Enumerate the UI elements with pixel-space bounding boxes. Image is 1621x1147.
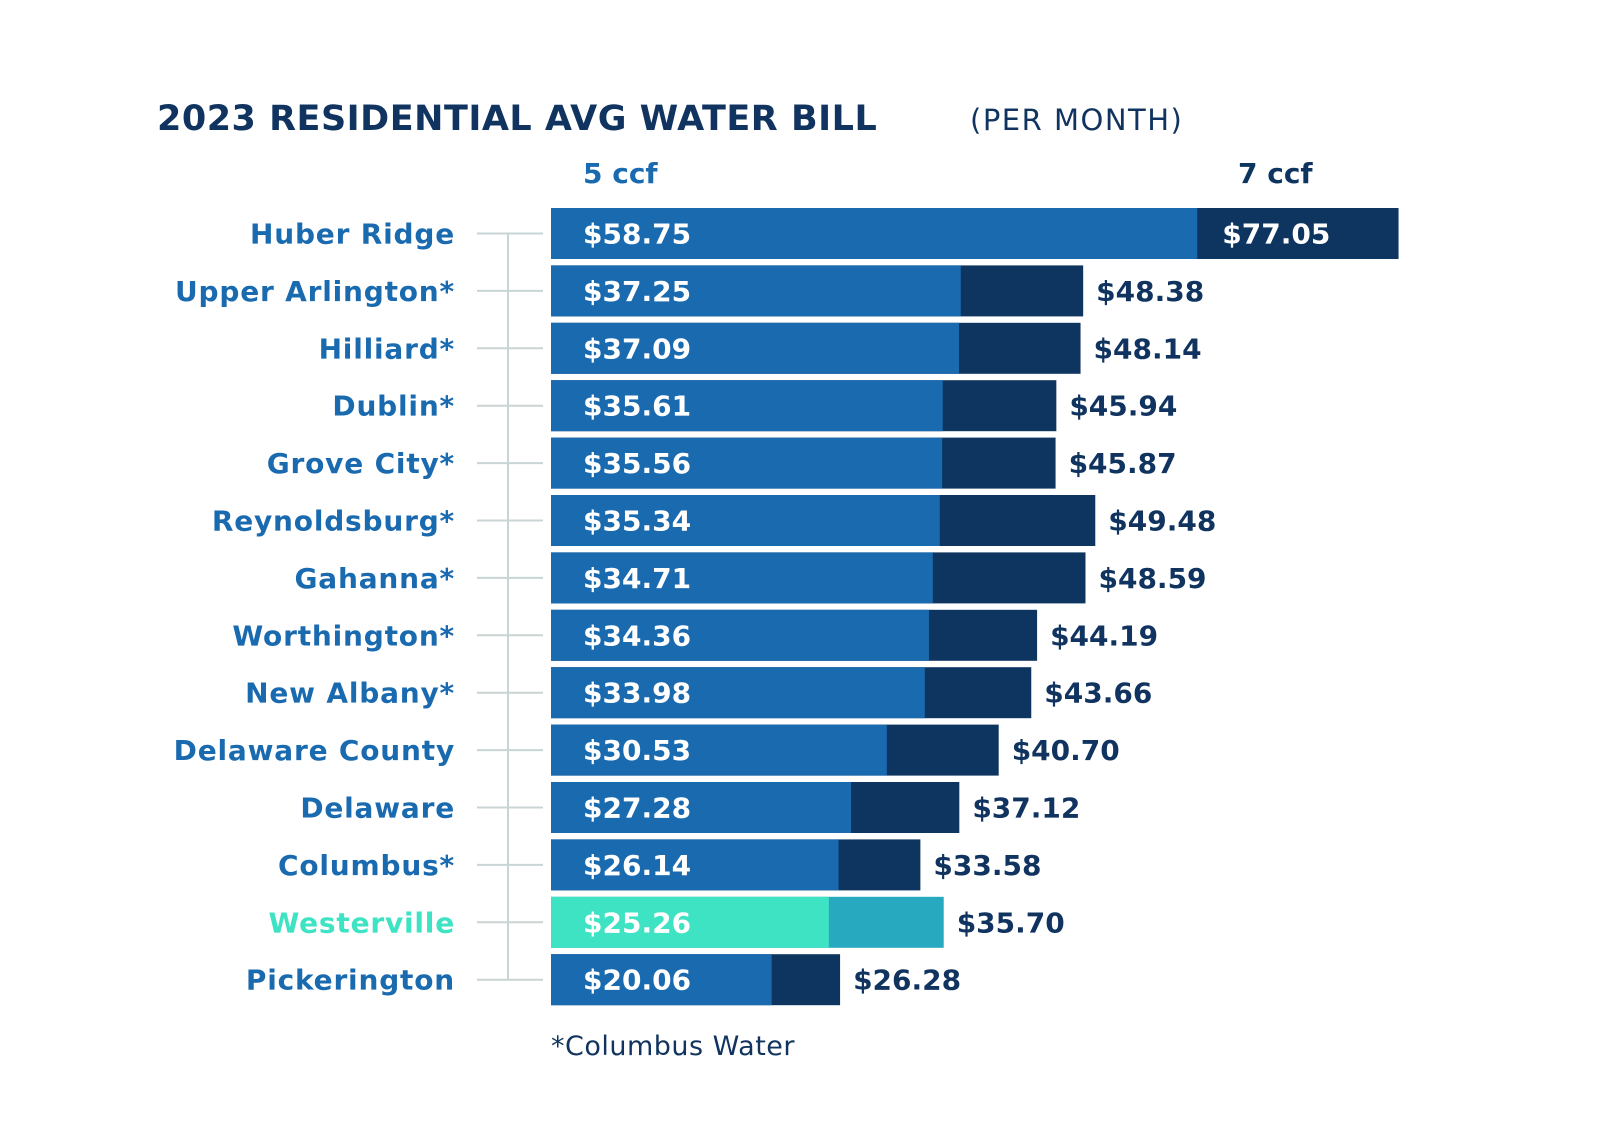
value-label-5-ccf: $26.14 bbox=[583, 849, 691, 882]
category-label: Delaware County bbox=[174, 734, 455, 767]
bar-5-ccf bbox=[551, 609, 929, 661]
chart-title: 2023 RESIDENTIAL AVG WATER BILL bbox=[157, 99, 877, 139]
value-label-5-ccf: $27.28 bbox=[583, 792, 691, 825]
bar-5-ccf bbox=[551, 208, 1198, 259]
bar-5-ccf bbox=[551, 839, 839, 891]
value-label-7-ccf: $48.59 bbox=[1098, 562, 1206, 595]
bar-5-ccf bbox=[551, 724, 887, 776]
category-label: Columbus* bbox=[278, 849, 455, 882]
value-label-5-ccf: $20.06 bbox=[583, 964, 691, 997]
value-label-5-ccf: $35.56 bbox=[583, 447, 691, 480]
category-label: Grove City* bbox=[267, 447, 455, 480]
series-label-5-ccf: 5 ccf bbox=[583, 157, 658, 190]
value-label-5-ccf: $30.53 bbox=[583, 734, 691, 767]
value-label-5-ccf: $37.09 bbox=[583, 332, 691, 365]
category-label: Westerville bbox=[268, 906, 455, 939]
value-label-5-ccf: $33.98 bbox=[583, 677, 691, 710]
category-label: New Albany* bbox=[245, 677, 455, 710]
value-label-5-ccf: $58.75 bbox=[583, 218, 691, 251]
value-label-5-ccf: $35.34 bbox=[583, 505, 691, 538]
bar-5-ccf bbox=[551, 782, 852, 833]
value-label-5-ccf: $34.71 bbox=[583, 562, 691, 595]
bar-5-ccf bbox=[551, 552, 933, 604]
category-labels: Huber Ridge Upper Arlington* Hilliard* Dubl… bbox=[174, 218, 455, 997]
value-label-7-ccf: $35.70 bbox=[957, 906, 1065, 939]
bar-5-ccf bbox=[551, 495, 940, 546]
value-label-7-ccf: $48.38 bbox=[1096, 275, 1204, 308]
category-label: Dublin* bbox=[332, 390, 455, 423]
value-label-5-ccf: $34.36 bbox=[583, 619, 691, 652]
bar-5-ccf bbox=[551, 265, 961, 317]
value-label-5-ccf: $25.26 bbox=[583, 906, 691, 939]
value-label-7-ccf: $37.12 bbox=[972, 792, 1080, 825]
bar-5-ccf bbox=[551, 954, 772, 1006]
category-label: Delaware bbox=[300, 792, 455, 825]
value-label-7-ccf: $33.58 bbox=[933, 849, 1041, 882]
chart-subtitle: (PER MONTH) bbox=[970, 103, 1183, 137]
value-label-7-ccf: $77.05 bbox=[1222, 218, 1330, 251]
series-label-7-ccf: 7 ccf bbox=[1238, 157, 1313, 190]
category-label: Huber Ridge bbox=[250, 218, 455, 251]
category-label: Reynoldsburg* bbox=[212, 505, 455, 538]
category-label: Gahanna* bbox=[294, 562, 455, 595]
value-label-7-ccf: $48.14 bbox=[1094, 332, 1202, 365]
bar-5-ccf bbox=[551, 437, 943, 489]
value-label-7-ccf: $43.66 bbox=[1044, 677, 1152, 710]
category-label: Pickerington bbox=[246, 964, 455, 997]
value-label-7-ccf: $44.19 bbox=[1050, 619, 1158, 652]
value-label-5-ccf: $37.25 bbox=[583, 275, 691, 308]
footnote: *Columbus Water bbox=[551, 1031, 795, 1062]
bar-5-ccf bbox=[551, 322, 959, 374]
category-label: Worthington* bbox=[232, 619, 455, 652]
value-label-7-ccf: $45.94 bbox=[1069, 390, 1177, 423]
bar-5-ccf bbox=[551, 380, 943, 432]
category-label: Hilliard* bbox=[319, 332, 455, 365]
value-label-5-ccf: $35.61 bbox=[583, 390, 691, 423]
value-label-7-ccf: $49.48 bbox=[1108, 505, 1216, 538]
value-label-7-ccf: $45.87 bbox=[1069, 447, 1177, 480]
category-axis bbox=[477, 232, 543, 981]
bar-5-ccf bbox=[551, 667, 925, 719]
value-label-7-ccf: $40.70 bbox=[1012, 734, 1120, 767]
category-label: Upper Arlington* bbox=[175, 275, 455, 308]
bar-5-ccf bbox=[551, 896, 829, 948]
bars: $58.75 $77.05 $37.25 $48.38 $37.09 $48.14 $35.… bbox=[551, 208, 1399, 1006]
value-label-7-ccf: $26.28 bbox=[853, 964, 961, 997]
